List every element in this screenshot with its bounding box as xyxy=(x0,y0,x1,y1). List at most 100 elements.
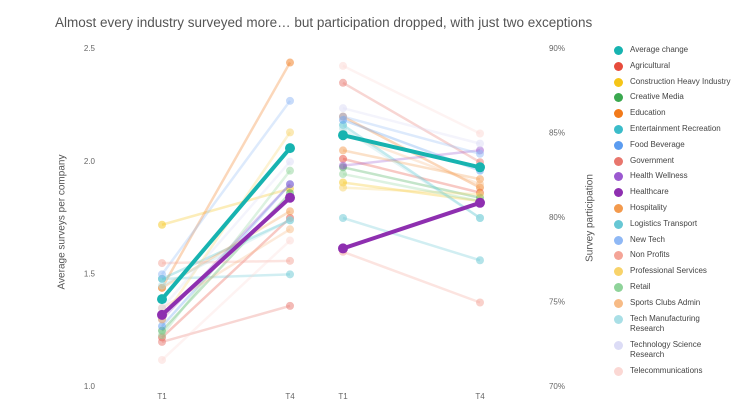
series-point xyxy=(158,331,166,340)
legend-label: Construction Heavy Industry xyxy=(630,76,731,86)
series-line xyxy=(342,216,481,262)
series-point xyxy=(475,197,485,208)
legend-item: Education xyxy=(614,108,731,119)
series-point xyxy=(339,214,347,222)
legend-label: Hospitality xyxy=(630,202,667,212)
series-point xyxy=(157,309,167,320)
legend-swatch xyxy=(614,46,623,55)
legend-swatch xyxy=(614,219,623,229)
series-line xyxy=(161,219,291,280)
series-line xyxy=(342,106,481,145)
y-tick-label: 90% xyxy=(549,44,565,53)
y-tick-label: 70% xyxy=(549,382,565,391)
series-point xyxy=(476,256,484,265)
legend-item: Health Wellness xyxy=(614,171,731,182)
legend-label: New Tech xyxy=(630,234,665,244)
legend-label: Agricultural xyxy=(630,60,671,70)
series-line xyxy=(160,61,292,289)
legend-item: Entertainment Recreation xyxy=(614,124,731,135)
legend-label: Sports Clubs Admin xyxy=(630,297,701,307)
chart-title: Almost every industry surveyed more… but… xyxy=(55,15,593,30)
legend-item: Hospitality xyxy=(614,203,731,214)
legend-swatch xyxy=(614,156,623,166)
series-line xyxy=(160,146,292,301)
legend-swatch xyxy=(614,340,623,350)
y-tick-label: 80% xyxy=(549,213,565,222)
series-point xyxy=(338,243,348,254)
series-point xyxy=(338,130,348,141)
legend-label: Tech Manufacturing Research xyxy=(630,313,700,334)
series-line xyxy=(342,250,481,304)
series-line xyxy=(342,149,481,167)
series-line xyxy=(161,259,291,265)
series-point xyxy=(476,129,484,138)
series-point xyxy=(158,270,166,279)
series-line xyxy=(342,64,481,135)
series-point xyxy=(286,166,294,175)
series-point xyxy=(158,337,166,346)
series-line xyxy=(161,217,291,339)
legend-label: Entertainment Recreation xyxy=(630,123,721,133)
series-line xyxy=(342,157,481,194)
legend-swatch xyxy=(614,235,623,245)
y-tick-label: 75% xyxy=(549,298,565,307)
x-tick-label: T1 xyxy=(338,392,348,401)
series-point xyxy=(339,112,347,121)
series-point xyxy=(475,162,485,173)
series-point xyxy=(339,154,347,163)
legend-item: Logistics Transport xyxy=(614,219,731,230)
series-point xyxy=(476,214,484,222)
y-tick-label: 2.5 xyxy=(84,44,96,53)
series-point xyxy=(339,146,347,155)
legend-item: Food Beverage xyxy=(614,140,731,151)
y-tick-label: 1.0 xyxy=(84,382,96,391)
series-point xyxy=(286,256,294,265)
legend-swatch xyxy=(614,124,623,134)
legend-swatch xyxy=(614,172,623,182)
x-tick-label: T1 xyxy=(157,392,167,401)
series-point xyxy=(286,225,294,234)
series-line xyxy=(161,239,291,361)
series-point xyxy=(158,281,166,290)
series-point xyxy=(286,58,294,67)
series-point xyxy=(286,128,294,137)
legend-swatch xyxy=(614,314,623,324)
legend-item: Tech Manufacturing Research xyxy=(614,314,731,335)
series-point xyxy=(286,270,294,279)
series-line xyxy=(161,160,291,309)
series-line xyxy=(342,115,481,155)
series-point xyxy=(339,161,347,170)
series-point xyxy=(158,304,166,313)
legend-label: Retail xyxy=(630,281,651,291)
legend-item: Average change xyxy=(614,45,731,56)
legend-item: Telecommunications xyxy=(614,366,731,377)
series-line xyxy=(161,187,291,226)
legend-label: Technology Science Research xyxy=(630,339,702,360)
series-line xyxy=(161,273,291,281)
series-line xyxy=(342,133,481,170)
y-tick-label: 2.0 xyxy=(84,157,96,166)
legend-item: New Tech xyxy=(614,235,731,246)
series-point xyxy=(285,143,295,154)
y-tick-label: 1.5 xyxy=(84,269,96,278)
legend: Average change Agricultural Construction H… xyxy=(614,45,731,382)
series-point xyxy=(158,355,166,364)
y2-axis-label: Survey participation xyxy=(585,174,596,262)
series-point xyxy=(339,104,347,113)
legend-label: Education xyxy=(630,108,666,118)
legend-label: Healthcare xyxy=(630,187,669,197)
series-point xyxy=(476,139,484,148)
legend-item: Agricultural xyxy=(614,61,731,72)
series-line xyxy=(161,169,291,336)
series-point xyxy=(286,301,294,310)
series-point xyxy=(476,190,484,199)
legend-item: Non Profits xyxy=(614,250,731,261)
series-point xyxy=(286,216,294,225)
series-point xyxy=(476,149,484,158)
legend-item: Professional Services xyxy=(614,266,731,277)
legend-label: Average change xyxy=(630,45,689,54)
x-tick-label: T4 xyxy=(475,392,485,401)
legend-swatch xyxy=(614,188,623,198)
series-line xyxy=(342,181,481,203)
